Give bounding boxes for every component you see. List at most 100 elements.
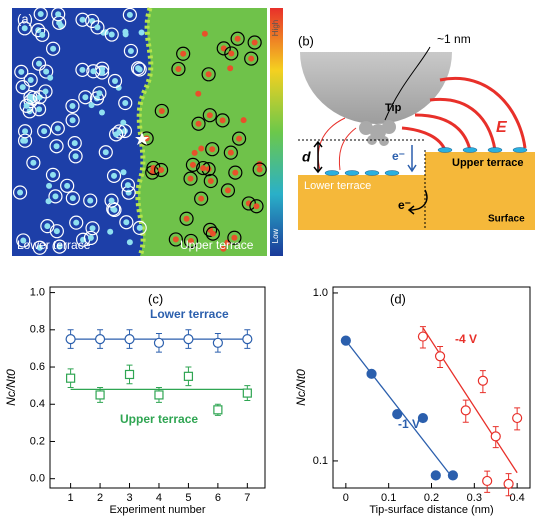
molecule-core [70, 195, 76, 201]
molecule-core [196, 121, 202, 127]
molecule-core [208, 178, 214, 184]
molecule-core [30, 160, 36, 166]
molecule-core [128, 48, 134, 54]
x-tick-label: 3 [126, 492, 132, 504]
molecule-core [209, 146, 215, 152]
tip-label: Tip [385, 102, 402, 114]
molecule [46, 198, 52, 204]
molecule-core [180, 51, 186, 57]
data-point [513, 414, 522, 423]
data-point [154, 338, 163, 347]
terrace-label: Upper terrace [452, 157, 524, 169]
series-label: Upper terrace [120, 412, 198, 426]
data-point [125, 335, 134, 344]
molecule-core [47, 75, 53, 81]
data-point [436, 352, 445, 361]
molecule-core [39, 32, 45, 38]
molecule-core [195, 91, 201, 97]
molecule-core [80, 17, 86, 23]
molecule-core [158, 167, 164, 173]
molecule-core [190, 162, 196, 168]
panel-label: (d) [390, 291, 406, 306]
molecule [127, 239, 133, 245]
molecule [241, 117, 247, 123]
data-point [66, 335, 75, 344]
molecule-core [202, 31, 208, 37]
field-label: E [496, 119, 508, 136]
data-point [96, 391, 104, 399]
data-point [504, 479, 513, 488]
molecule-core [135, 65, 141, 71]
molecule-core [225, 187, 231, 193]
molecule-core [18, 69, 24, 75]
molecule-core [96, 90, 102, 96]
surface-label: Surface [488, 214, 525, 225]
molecule-core [159, 108, 165, 114]
molecule-core [121, 169, 127, 175]
molecule-core [36, 106, 42, 112]
molecule-core [236, 136, 242, 142]
x-tick-label: 0.1 [381, 492, 396, 504]
data-point [243, 335, 252, 344]
molecule-core [198, 146, 204, 152]
x-axis-label: Tip-surface distance (nm) [369, 504, 493, 516]
data-point [341, 336, 350, 345]
molecule-core [82, 94, 88, 100]
molecule-core [55, 125, 61, 131]
molecule-core [127, 239, 133, 245]
fit-line [346, 341, 449, 473]
molecule-core [55, 11, 61, 17]
data-point [213, 338, 222, 347]
panel-label: (c) [148, 291, 163, 306]
data-point [418, 332, 427, 341]
molecule [139, 30, 145, 36]
molecule-core [54, 143, 60, 149]
molecule-core [73, 153, 79, 159]
data-point [214, 406, 222, 414]
molecule-core [188, 176, 194, 182]
molecule-core [235, 36, 241, 42]
x-tick-label: 1 [68, 492, 74, 504]
distance-label: d [302, 149, 311, 165]
y-tick-label: 0.0 [30, 473, 45, 485]
colorbar-low: Low [271, 228, 280, 243]
molecule-core [175, 66, 181, 72]
molecule-core [228, 50, 234, 56]
series-label: -1 V [398, 417, 420, 431]
molecule-core [90, 225, 96, 231]
molecule-core [107, 229, 113, 235]
molecule-core [127, 12, 133, 18]
molecule-core [72, 140, 78, 146]
molecule-core [210, 231, 216, 237]
terrace-label: Lower terrace [304, 180, 371, 192]
data-point [67, 374, 75, 382]
molecule-core [109, 32, 115, 38]
data-point [155, 391, 163, 399]
terrace-label: Lower terrace [17, 238, 91, 252]
molecule-core [112, 78, 118, 84]
molecule-core [111, 173, 117, 179]
molecule-core [200, 165, 206, 171]
x-tick-label: 0.4 [510, 492, 525, 504]
tip-diagram: (b) ~1 nm Tip E d e⁻ e⁻ Upper terrace Lo… [298, 32, 535, 230]
molecule-core [253, 203, 259, 209]
y-tick-label: 0.8 [30, 324, 45, 336]
molecule-core [184, 216, 190, 222]
molecule-core [109, 198, 115, 204]
molecule-core [252, 40, 258, 46]
molecule-core [123, 31, 129, 37]
molecule-core [36, 61, 42, 67]
molecule-core [241, 117, 247, 123]
y-tick-label: 0.2 [30, 435, 45, 447]
x-tick-label: 0 [343, 492, 349, 504]
molecule-core [52, 193, 58, 199]
molecule-core [122, 100, 128, 106]
molecule [202, 31, 208, 37]
panel-label: (a) [17, 11, 33, 26]
molecule-core [42, 88, 48, 94]
x-axis-label: Experiment number [110, 504, 206, 516]
molecule-core [87, 198, 93, 204]
x-tick-label: 2 [97, 492, 103, 504]
data-point [448, 471, 457, 480]
